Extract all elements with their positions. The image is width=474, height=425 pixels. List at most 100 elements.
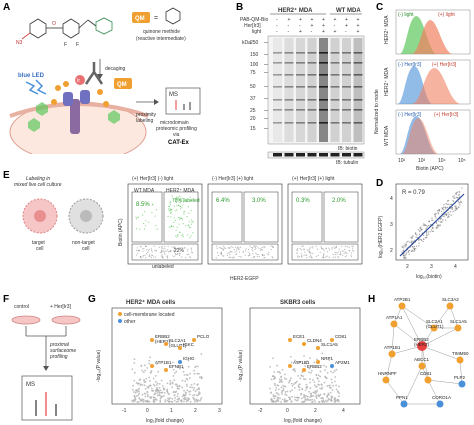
g-point [334,397,336,399]
d-point [420,238,422,241]
g-point [277,393,280,396]
h-node-label: CORO1A [432,395,451,400]
g-point [306,395,309,398]
g-point [180,400,183,403]
e-flow-plot [207,183,283,265]
g-point [296,362,299,365]
g-point [174,397,177,399]
blot-band [353,62,363,64]
g-point [160,391,163,394]
g-point [281,393,283,395]
d-point [439,217,442,220]
g-point [176,398,179,401]
h-node-label: SLC2A1 (GLUT1) [426,319,444,329]
d-point [412,235,414,237]
g-point [302,375,305,378]
d-point [446,206,449,209]
d-point [415,245,418,247]
g-highlight-point [288,364,292,368]
g-point [295,399,298,402]
g-point [274,395,277,398]
d-point [410,237,412,239]
g-point [154,398,157,401]
g-point [171,397,174,400]
g-point [140,383,142,386]
g-point [310,395,313,397]
h-edge [449,305,459,329]
d-point [435,226,438,228]
g-point [152,377,155,380]
d-point [404,257,407,259]
d-point [423,234,425,237]
g-point [149,372,152,374]
d-point [430,219,433,222]
d-point [424,237,427,239]
g-ylabel-right: -log₁₀(P value) [238,350,244,382]
d-xtick: 3 [430,264,433,270]
g-point [166,390,169,393]
blot-band [307,62,317,64]
g-point [157,370,160,373]
g-point [290,382,293,385]
g-point [319,370,322,373]
g-point [188,393,191,396]
g-point [276,398,279,401]
tubulin-band [296,153,305,157]
g-point [283,400,286,403]
h-node [446,302,454,310]
g-point [153,384,156,387]
blot-band [342,62,351,64]
d-point [432,227,434,230]
g-point [278,370,281,373]
d-point [434,213,436,216]
h-node-label: ATP1B1 [384,345,401,350]
lane-sign: - [288,23,290,29]
g-point [306,397,309,400]
d-ytick: 3 [390,222,393,228]
g-protein-label: ATP1B1 [155,360,172,365]
d-point [410,250,413,253]
g-point [324,399,327,402]
g-protein-label: NRP1 [321,356,334,361]
g-protein-label: ERBB2 [307,364,322,369]
g-protein-label: ECE1 [293,334,305,339]
g-point [159,401,162,403]
mw-marker: 20 [250,116,256,122]
tubulin-band [307,153,317,157]
e-unlabeled: unlabeled [152,264,174,270]
lane-sign: + [357,29,360,35]
g-point [288,380,291,382]
g-point [304,398,307,401]
g-point [144,400,147,402]
g-point [309,396,312,398]
g-point [316,358,319,361]
g-point [330,395,333,398]
ms-text: MS [169,92,178,98]
g-point [151,389,153,392]
g-protein-label: EFNB1 [169,364,184,369]
g-point [162,387,165,390]
d-point [452,210,454,213]
h-node [418,362,426,370]
g-point [178,385,181,388]
receptor-shape [70,99,80,134]
d-point [412,247,415,249]
blot-lane [319,38,328,142]
g-point [191,386,194,389]
c-xtick: 10⁴ [438,158,446,164]
g-point [323,400,326,403]
g-point [301,371,304,374]
tubulin-band [273,153,282,157]
g-point [317,380,320,382]
g-point [150,370,153,372]
d-point [457,200,460,203]
g-point [196,394,198,397]
g-highlight-point [330,338,334,342]
d-point [404,245,406,248]
e-pct: 0.3% [296,198,310,204]
d-point [425,232,428,234]
g-point [136,390,138,393]
d-point [401,251,403,253]
g-point [316,377,319,380]
g-point [333,380,336,383]
